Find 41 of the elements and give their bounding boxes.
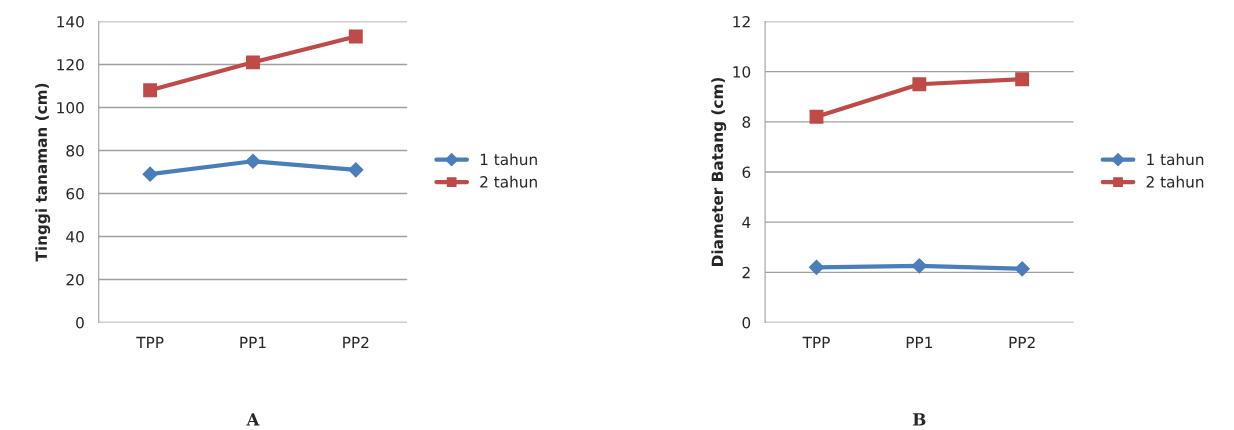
- y-tick-label: 0: [76, 316, 84, 329]
- x-tick-label: PP2: [343, 336, 369, 348]
- y-tick-label: 8: [742, 116, 751, 128]
- text: A: [246, 413, 260, 426]
- legend-label: 1 tahun: [480, 153, 537, 166]
- y-tick-label: 120: [57, 58, 84, 71]
- y-tick-label: 10: [733, 66, 751, 78]
- y-axis-title: Tinggi tanaman (cm): [35, 83, 51, 262]
- point: [1014, 261, 1030, 277]
- point: [912, 77, 927, 92]
- y-tick-label: 12: [733, 15, 750, 28]
- point: [348, 29, 363, 44]
- point: [143, 83, 158, 98]
- y-tick-label: 60: [66, 187, 84, 200]
- x-tick-label: TPP: [136, 336, 164, 348]
- y-tick-label: 2: [742, 266, 750, 279]
- y-axis-title: Diameter Batang (cm): [711, 77, 727, 266]
- y-tick-label: 4: [742, 216, 751, 228]
- point: [142, 166, 158, 182]
- y-tick-label: 20: [66, 273, 84, 286]
- point: [246, 55, 260, 70]
- legend-label: 1 tahun: [1147, 153, 1204, 166]
- y-tick-label: 140: [57, 15, 84, 28]
- legend-label: 2 tahun: [1146, 175, 1204, 188]
- y-tick-label: 40: [66, 230, 84, 243]
- text: B: [913, 413, 926, 426]
- y-tick-label: 6: [742, 166, 751, 179]
- point: [348, 162, 364, 178]
- y-tick-label: 100: [57, 101, 84, 114]
- legend-label: 2 tahun: [480, 175, 537, 188]
- x-tick-label: TPP: [802, 336, 830, 348]
- point: [911, 258, 927, 274]
- point: [808, 259, 825, 275]
- y-tick-label: 80: [66, 144, 84, 157]
- point: [809, 109, 824, 124]
- point: [1015, 72, 1030, 87]
- x-tick-label: PP1: [906, 336, 932, 348]
- x-tick-label: PP1: [240, 336, 266, 348]
- x-tick-label: PP2: [1009, 336, 1035, 348]
- y-tick-label: 0: [742, 316, 751, 329]
- point: [245, 153, 261, 169]
